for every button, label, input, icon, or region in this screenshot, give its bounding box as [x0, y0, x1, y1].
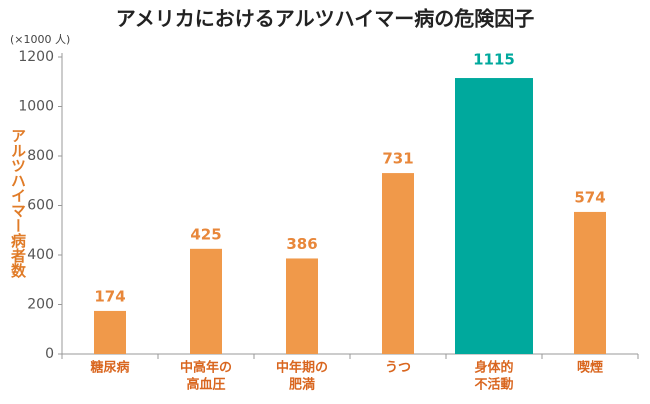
x-tick-label: 中年期の	[276, 360, 328, 376]
value-label: 1115	[473, 51, 515, 69]
y-tick-label: 1000	[18, 99, 54, 115]
y-tick-label: 800	[27, 148, 54, 164]
x-tick-label: 身体的	[474, 360, 513, 376]
x-tick-label: 糖尿病	[90, 360, 129, 376]
x-tick-label: 喫煙	[577, 360, 603, 376]
unit-label: (×1000 人)	[10, 33, 70, 46]
x-tick-label: 高血圧	[186, 377, 225, 393]
y-tick-label: 200	[27, 297, 54, 313]
y-tick-label: 1200	[18, 49, 54, 65]
value-label: 574	[574, 188, 605, 206]
value-label: 425	[190, 225, 221, 243]
y-axis-label: アルツハイマー病者数	[9, 128, 27, 279]
bar	[574, 211, 606, 354]
value-label: 731	[382, 150, 413, 168]
value-label: 174	[94, 287, 125, 305]
x-tick-label: 中高年の	[180, 360, 232, 376]
x-tick-label: 肥満	[289, 377, 315, 393]
x-tick-label: 不活動	[474, 377, 513, 393]
bar	[455, 78, 533, 354]
chart-title: アメリカにおけるアルツハイマー病の危険因子	[116, 7, 534, 31]
bar	[286, 258, 318, 354]
x-tick-label: うつ	[385, 361, 411, 376]
value-label: 386	[286, 235, 317, 253]
bar	[382, 173, 414, 354]
bar	[190, 248, 222, 354]
y-tick-label: 0	[45, 346, 54, 362]
y-tick-label: 400	[27, 247, 54, 263]
bar	[94, 310, 126, 354]
y-tick-label: 600	[27, 198, 54, 214]
